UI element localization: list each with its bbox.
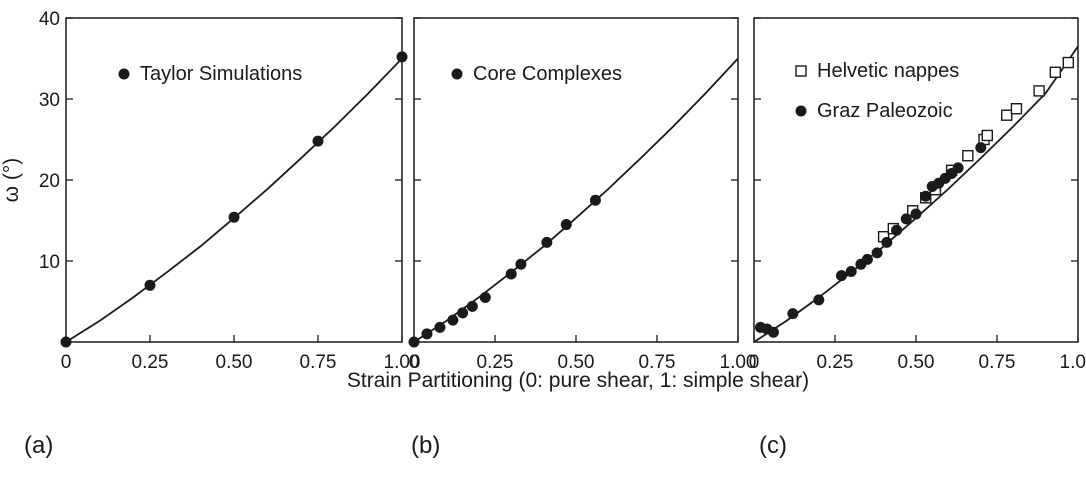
y-tick-label: 30 — [39, 90, 60, 111]
data-point — [228, 211, 240, 223]
x-tick-label: 0.25 — [132, 352, 169, 373]
data-point — [434, 321, 446, 333]
series-graz-paleozoic — [754, 142, 987, 338]
x-tick-label: 0 — [409, 352, 420, 373]
x-tick-label: 0.75 — [300, 352, 337, 373]
y-axis-title: ω (°) — [0, 158, 23, 203]
panel-label: (b) — [411, 432, 440, 459]
y-tick-label: 10 — [39, 252, 60, 273]
fit-curve — [65, 57, 403, 343]
legend-marker — [118, 68, 130, 80]
data-point — [1010, 103, 1023, 115]
x-tick-label: 0.50 — [898, 352, 935, 373]
data-point — [515, 258, 527, 270]
legend-marker — [795, 65, 807, 77]
data-point — [396, 51, 408, 63]
data-point — [881, 236, 893, 248]
data-point — [900, 213, 912, 225]
legend-marker — [451, 68, 463, 80]
data-point — [60, 336, 72, 348]
data-point — [813, 294, 825, 306]
x-tick-label: 0.75 — [639, 352, 676, 373]
x-tick-label: 1.00 — [720, 352, 757, 373]
data-point — [952, 162, 964, 174]
y-tick-label: 20 — [39, 171, 60, 192]
data-point — [835, 270, 847, 282]
data-point — [312, 135, 324, 147]
data-point — [541, 236, 553, 248]
data-point — [845, 266, 857, 278]
legend-label: Helvetic nappes — [817, 60, 959, 82]
legend-label: Core Complexes — [473, 63, 622, 85]
panel-label: (a) — [24, 432, 53, 459]
data-point — [466, 300, 478, 312]
data-point — [920, 190, 932, 202]
x-tick-label: 1.00 — [1060, 352, 1086, 373]
legend-marker — [795, 105, 807, 117]
chart-panel-3: 0 0.25 0.50 0.75 1.00 Helvetic nappes Graz Pal… — [749, 17, 1086, 459]
data-point — [505, 268, 517, 280]
series-taylor-simulations — [60, 51, 408, 348]
data-point — [787, 308, 799, 320]
chart-panels: 0 0.25 0.50 0.75 1.00 10 20 30 40 Taylor Simulati… — [24, 9, 1086, 459]
x-tick-label: 0.50 — [558, 352, 595, 373]
chart-panel-1: 0 0.25 0.50 0.75 1.00 10 20 30 40 Taylor Simulati… — [24, 9, 420, 459]
data-point — [421, 328, 433, 340]
x-tick-label: 0.50 — [216, 352, 253, 373]
legend-label: Taylor Simulations — [140, 63, 302, 85]
x-tick-label: 0 — [749, 352, 760, 373]
data-point — [962, 149, 974, 162]
fit-curve — [753, 45, 1079, 343]
data-point — [560, 219, 572, 231]
legend: Helvetic nappes Graz Paleozoic — [795, 60, 959, 122]
data-point — [1033, 85, 1045, 97]
series-core-complexes — [408, 194, 601, 348]
x-tick-label: 0.75 — [979, 352, 1016, 373]
legend: Taylor Simulations — [118, 63, 302, 85]
data-point — [767, 326, 779, 338]
fit-curve — [413, 57, 739, 343]
x-tick-label: 0 — [61, 352, 72, 373]
data-point — [910, 208, 922, 220]
data-point — [589, 194, 601, 206]
data-point — [891, 224, 903, 236]
panel-label: (c) — [759, 432, 787, 459]
data-point — [975, 142, 987, 154]
chart-panel-2: 0 0.25 0.50 0.75 1.00 Core Complexes (b) — [408, 17, 757, 459]
legend: Core Complexes — [451, 63, 622, 85]
data-point — [447, 314, 459, 326]
data-point — [1001, 109, 1013, 121]
data-point — [1062, 56, 1074, 69]
data-point — [861, 253, 873, 265]
x-tick-label: 0.25 — [477, 352, 514, 373]
x-tick-label: 1.00 — [384, 352, 421, 373]
data-point — [479, 291, 491, 303]
data-point — [1049, 66, 1062, 78]
y-tick-label: 40 — [39, 9, 60, 30]
legend-label: Graz Paleozoic — [817, 100, 953, 122]
data-point — [871, 247, 883, 259]
data-point — [144, 279, 156, 291]
data-point — [408, 336, 420, 348]
data-point — [981, 129, 993, 142]
x-axis-title: Strain Partitioning (0: pure shear, 1: s… — [347, 369, 809, 392]
x-tick-label: 0.25 — [817, 352, 854, 373]
data-point — [457, 307, 469, 319]
